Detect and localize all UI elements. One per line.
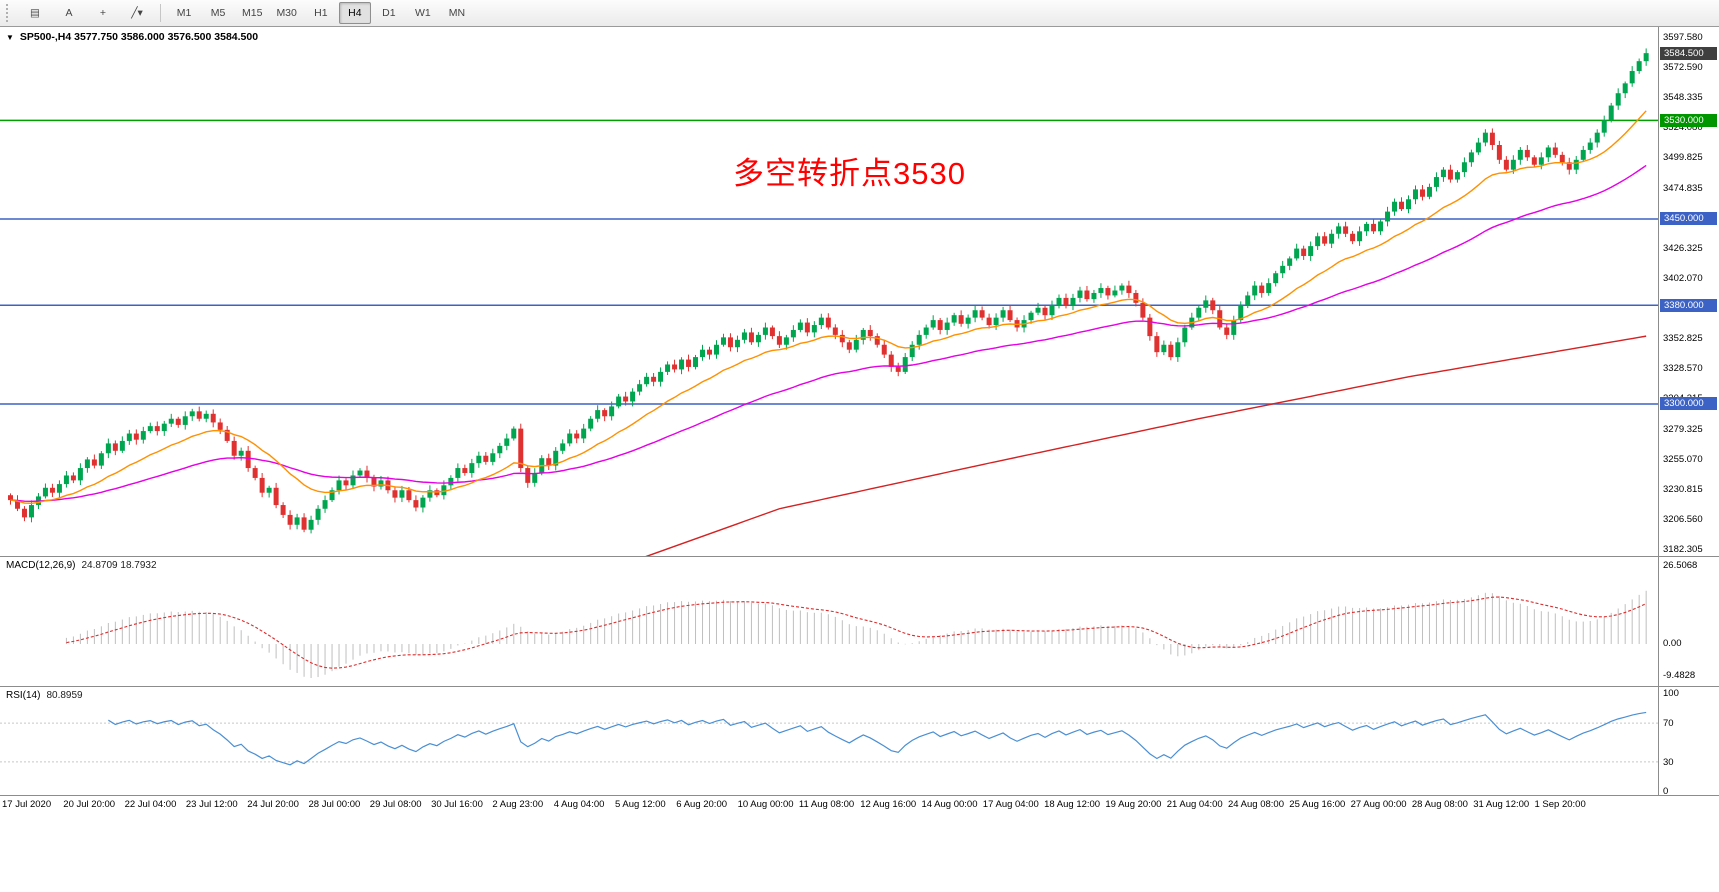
price-scale-label: 3548.335 xyxy=(1663,92,1703,104)
time-axis-label[interactable]: 17 Aug 04:00 xyxy=(982,799,1039,810)
macd-scale-label: 26.5068 xyxy=(1663,560,1698,571)
rsi-value: 80.8959 xyxy=(46,690,83,701)
chart-ohlc-header: ▼ SP500-,H4 3577.750 3586.000 3576.500 3… xyxy=(6,31,258,43)
price-scale-label: 3597.580 xyxy=(1663,31,1703,43)
draw-tools-icon[interactable]: ╱▾ xyxy=(131,7,143,19)
price-scale-label: 3328.570 xyxy=(1663,363,1703,375)
chevron-down-icon[interactable]: ▼ xyxy=(6,33,14,42)
timeframe-button-m5[interactable]: M5 xyxy=(210,7,226,19)
macd-values: 24.8709 18.7932 xyxy=(81,560,157,571)
time-axis-label[interactable]: 24 Aug 08:00 xyxy=(1228,799,1284,810)
price-badge-hline: 3450.000 xyxy=(1660,212,1717,226)
toolbar: ▤ A + ╱▾ M1 M5 M15 M30 H1 H4 D1 W1 MN xyxy=(0,0,1719,27)
price-scale-label: 3352.825 xyxy=(1663,333,1703,345)
timeframe-buttons-group: M1 M5 M15 M30 H1 H4 D1 W1 MN xyxy=(167,2,474,24)
time-axis-label[interactable]: 12 Aug 16:00 xyxy=(860,799,917,810)
price-scale-label: 3206.560 xyxy=(1663,513,1703,525)
time-axis-label[interactable]: 20 Jul 20:00 xyxy=(63,799,116,810)
price-scale-label: 3279.325 xyxy=(1663,423,1703,435)
time-axis-label[interactable]: 6 Aug 20:00 xyxy=(676,799,728,810)
time-axis-label[interactable]: 23 Jul 12:00 xyxy=(185,799,238,810)
timeframe-button-d1[interactable]: D1 xyxy=(382,7,396,19)
rsi-scale-label: 100 xyxy=(1663,688,1679,699)
time-axis-label[interactable]: 31 Aug 12:00 xyxy=(1473,799,1530,810)
symbol-label: SP500-,H4 xyxy=(19,31,72,43)
time-axis-label[interactable]: 21 Aug 04:00 xyxy=(1166,799,1223,810)
macd-name: MACD(12,26,9) xyxy=(6,560,76,571)
macd-indicator-label: MACD(12,26,9) 24.8709 18.7932 xyxy=(6,560,157,571)
timeframe-button-mn[interactable]: MN xyxy=(448,7,466,19)
time-axis-label[interactable]: 18 Aug 12:00 xyxy=(1044,799,1101,810)
price-scale-label: 3402.070 xyxy=(1663,272,1703,284)
time-axis-label[interactable]: 28 Jul 00:00 xyxy=(308,799,361,810)
timeframe-button-m30[interactable]: M30 xyxy=(276,7,297,19)
time-axis-label[interactable]: 27 Aug 00:00 xyxy=(1350,799,1407,810)
price-badge-hline: 3300.000 xyxy=(1660,397,1717,411)
price-badge-current-price: 3584.500 xyxy=(1660,46,1717,60)
toolbar-separator xyxy=(160,4,161,22)
time-axis-label[interactable]: 25 Aug 16:00 xyxy=(1289,799,1346,810)
charts-icon[interactable]: ▤ xyxy=(30,7,40,19)
timeframe-button-m1[interactable]: M1 xyxy=(176,7,192,19)
toolbar-drag-handle[interactable] xyxy=(6,4,12,22)
macd-scale-label: -9.4828 xyxy=(1663,670,1696,681)
time-axis-label[interactable]: 1 Sep 20:00 xyxy=(1534,799,1586,810)
timeframe-button-w1[interactable]: W1 xyxy=(415,7,431,19)
time-axis-label[interactable]: 19 Aug 20:00 xyxy=(1105,799,1162,810)
ohlc-values: 3577.750 3586.000 3576.500 3584.500 xyxy=(74,31,259,43)
time-axis-label[interactable]: 14 Aug 00:00 xyxy=(921,799,978,810)
price-scale-label: 3426.325 xyxy=(1663,242,1703,254)
time-axis-label[interactable]: 22 Jul 04:00 xyxy=(124,799,177,810)
timeframe-button-h4[interactable]: H4 xyxy=(338,2,371,24)
time-axis-label[interactable]: 2 Aug 23:00 xyxy=(492,799,544,810)
price-scale-label: 3230.815 xyxy=(1663,483,1703,495)
price-scale-label: 3572.590 xyxy=(1663,62,1703,74)
rsi-scale-label: 30 xyxy=(1663,757,1674,768)
rsi-scale-label: 70 xyxy=(1663,717,1674,729)
time-axis-label[interactable]: 10 Aug 00:00 xyxy=(737,799,794,810)
time-axis-label[interactable]: 17 Jul 2020 xyxy=(2,799,52,810)
time-axis-label[interactable]: 24 Jul 20:00 xyxy=(247,799,299,810)
price-scale-label: 3499.825 xyxy=(1663,152,1703,164)
timeframe-button-h1[interactable]: H1 xyxy=(314,7,328,19)
chart-text-annotation[interactable]: 多空转折点3530 xyxy=(733,156,966,191)
rsi-indicator-label: RSI(14) 80.8959 xyxy=(6,690,83,701)
price-badge-hline: 3530.000 xyxy=(1660,113,1717,127)
time-axis-label[interactable]: 4 Aug 04:00 xyxy=(553,799,605,810)
rsi-scale-label: 0 xyxy=(1663,785,1669,797)
timeframe-button-m15[interactable]: M15 xyxy=(242,7,263,19)
price-scale-label: 3182.305 xyxy=(1663,543,1703,555)
price-scale-label: 3474.835 xyxy=(1663,182,1703,194)
price-badge-hline: 3380.000 xyxy=(1660,298,1717,312)
price-scale-label: 3524.080 xyxy=(1663,122,1703,134)
time-axis-label[interactable]: 11 Aug 08:00 xyxy=(798,799,855,810)
time-axis-label[interactable]: 29 Jul 08:00 xyxy=(369,799,422,810)
time-axis-label[interactable]: 28 Aug 08:00 xyxy=(1411,799,1468,810)
toolbar-icons-group: ▤ A + ╱▾ xyxy=(18,2,154,24)
rsi-name: RSI(14) xyxy=(6,690,41,701)
crosshair-icon[interactable]: + xyxy=(99,7,107,19)
time-axis-label[interactable]: 30 Jul 16:00 xyxy=(431,799,483,810)
cursor-icon[interactable]: A xyxy=(65,7,73,19)
time-axis-label[interactable]: 5 Aug 12:00 xyxy=(615,799,666,810)
price-scale-label: 3255.070 xyxy=(1663,453,1703,465)
macd-scale-label: 0.00 xyxy=(1663,638,1682,649)
